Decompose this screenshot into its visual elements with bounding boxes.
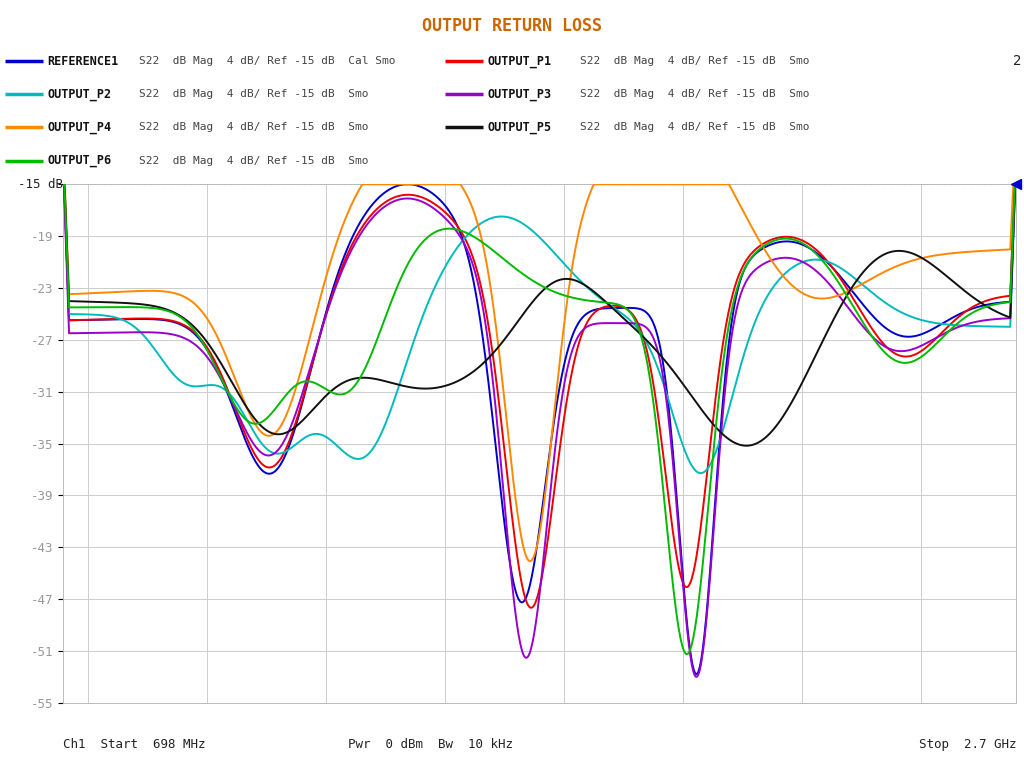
Text: 2: 2 bbox=[1013, 55, 1021, 68]
Text: OUTPUT RETURN LOSS: OUTPUT RETURN LOSS bbox=[422, 17, 602, 35]
Text: -15 dB: -15 dB bbox=[18, 178, 63, 190]
Text: OUTPUT_P3: OUTPUT_P3 bbox=[487, 88, 552, 101]
Text: Ch1  Start  698 MHz: Ch1 Start 698 MHz bbox=[63, 739, 206, 751]
Text: OUTPUT_P4: OUTPUT_P4 bbox=[47, 121, 112, 134]
Text: OUTPUT_P5: OUTPUT_P5 bbox=[487, 121, 552, 134]
Text: S22  dB Mag  4 dB/ Ref -15 dB  Smo: S22 dB Mag 4 dB/ Ref -15 dB Smo bbox=[139, 155, 369, 166]
Text: S22  dB Mag  4 dB/ Ref -15 dB  Smo: S22 dB Mag 4 dB/ Ref -15 dB Smo bbox=[580, 122, 809, 133]
Text: OUTPUT_P6: OUTPUT_P6 bbox=[47, 154, 112, 167]
Text: S22  dB Mag  4 dB/ Ref -15 dB  Cal Smo: S22 dB Mag 4 dB/ Ref -15 dB Cal Smo bbox=[139, 56, 395, 67]
Text: S22  dB Mag  4 dB/ Ref -15 dB  Smo: S22 dB Mag 4 dB/ Ref -15 dB Smo bbox=[139, 122, 369, 133]
Text: S22  dB Mag  4 dB/ Ref -15 dB  Smo: S22 dB Mag 4 dB/ Ref -15 dB Smo bbox=[580, 56, 809, 67]
Text: OUTPUT_P1: OUTPUT_P1 bbox=[487, 55, 552, 68]
Text: OUTPUT_P2: OUTPUT_P2 bbox=[47, 88, 112, 101]
Text: Stop  2.7 GHz: Stop 2.7 GHz bbox=[920, 739, 1017, 751]
Text: S22  dB Mag  4 dB/ Ref -15 dB  Smo: S22 dB Mag 4 dB/ Ref -15 dB Smo bbox=[580, 89, 809, 100]
Text: REFERENCE1: REFERENCE1 bbox=[47, 55, 119, 68]
Text: S22  dB Mag  4 dB/ Ref -15 dB  Smo: S22 dB Mag 4 dB/ Ref -15 dB Smo bbox=[139, 89, 369, 100]
Text: Pwr  0 dBm  Bw  10 kHz: Pwr 0 dBm Bw 10 kHz bbox=[347, 739, 513, 751]
